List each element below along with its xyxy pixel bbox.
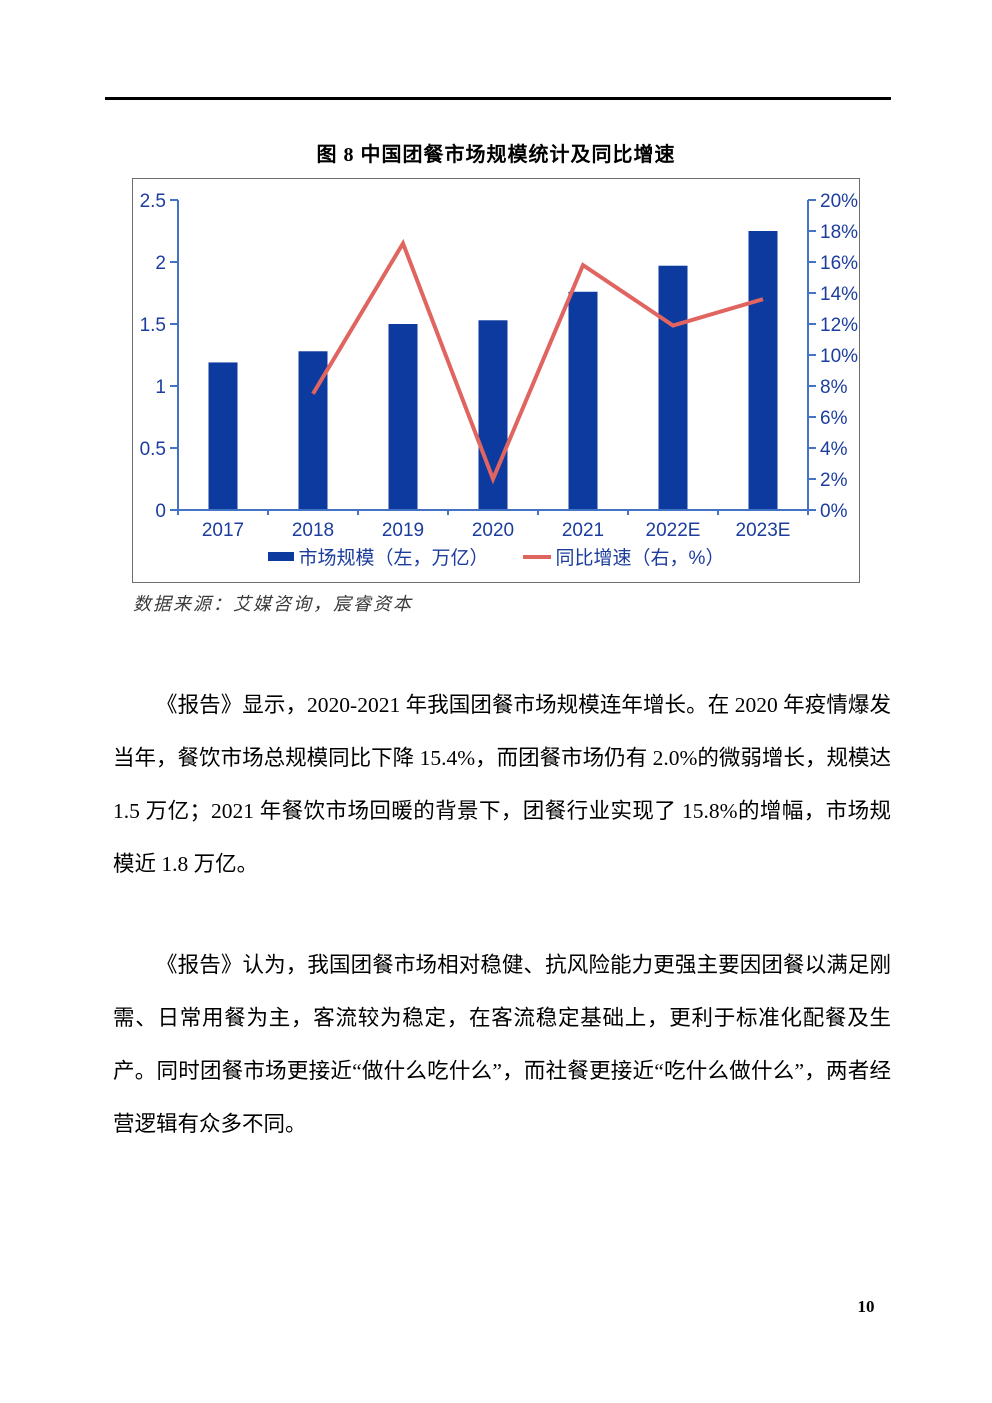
svg-text:1: 1: [155, 377, 166, 398]
page-number: 10: [857, 1297, 875, 1316]
svg-text:2019: 2019: [382, 520, 424, 541]
svg-text:16%: 16%: [820, 253, 858, 274]
svg-text:0: 0: [155, 501, 166, 522]
chart-legend: 市场规模（左，万亿） 同比增速（右，%）: [133, 543, 859, 570]
svg-text:12%: 12%: [820, 315, 858, 336]
svg-text:2017: 2017: [202, 520, 244, 541]
svg-text:2018: 2018: [292, 520, 334, 541]
svg-text:2: 2: [155, 253, 166, 274]
svg-text:14%: 14%: [820, 284, 858, 305]
data-source-note: 数据来源：艾媒咨询，宸睿资本: [133, 594, 413, 614]
bar-series-swatch: [267, 552, 294, 561]
svg-text:18%: 18%: [820, 222, 858, 243]
header-divider: [105, 97, 891, 100]
svg-text:2%: 2%: [820, 470, 848, 491]
legend-label-growth-rate: 同比增速（右，%）: [555, 548, 725, 569]
svg-text:2023E: 2023E: [736, 520, 791, 541]
svg-text:0%: 0%: [820, 501, 848, 522]
svg-text:4%: 4%: [820, 439, 848, 460]
svg-text:20%: 20%: [820, 191, 858, 212]
svg-text:10%: 10%: [820, 346, 858, 367]
svg-text:1.5: 1.5: [140, 315, 166, 336]
svg-text:6%: 6%: [820, 408, 848, 429]
body-paragraph-2: 《报告》认为，我国团餐市场相对稳健、抗风险能力更强主要因团餐以满足刚需、日常用餐…: [113, 953, 891, 1136]
svg-text:2022E: 2022E: [646, 520, 701, 541]
svg-text:0.5: 0.5: [140, 439, 166, 460]
chart-frame: 2.5 2 1.5 1 0.5 0 20% 18% 16% 14% 12% 10% 8% 6% 4% 2% 0%…: [132, 178, 860, 583]
svg-text:2021: 2021: [562, 520, 604, 541]
combo-chart: 2.5 2 1.5 1 0.5 0 20% 18% 16% 14% 12% 10% 8% 6% 4% 2% 0%…: [140, 191, 859, 541]
figure-title: 图 8 中国团餐市场规模统计及同比增速: [316, 144, 676, 166]
legend-item-market-size: 市场规模（左，万亿）: [267, 543, 489, 570]
svg-text:8%: 8%: [820, 377, 848, 398]
legend-item-growth-rate: 同比增速（右，%）: [522, 543, 725, 570]
body-paragraph-1: 《报告》显示，2020-2021 年我国团餐市场规模连年增长。在 2020 年疫…: [113, 693, 891, 876]
legend-label-market-size: 市场规模（左，万亿）: [298, 548, 489, 569]
svg-text:2.5: 2.5: [140, 191, 166, 212]
line-series-swatch: [522, 554, 551, 559]
svg-text:2020: 2020: [472, 520, 514, 541]
